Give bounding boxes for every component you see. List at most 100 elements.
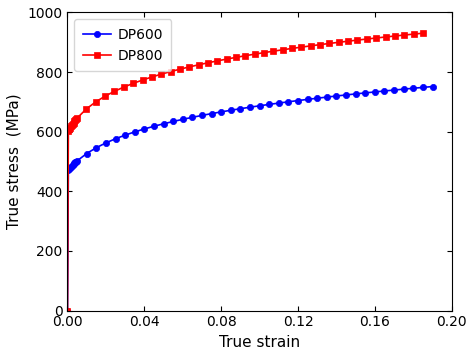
DP800 — [65, 129, 71, 133]
Line: DP600: DP600 — [64, 84, 436, 314]
DP800 — [308, 44, 314, 48]
DP600 — [334, 94, 339, 98]
DP800 — [243, 54, 248, 58]
DP600 — [151, 124, 157, 129]
DP600 — [64, 308, 70, 313]
DP800 — [205, 61, 211, 65]
X-axis label: True strain: True strain — [219, 335, 300, 350]
DP800 — [280, 47, 285, 52]
DP600 — [420, 85, 426, 90]
DP800 — [168, 70, 173, 74]
DP800 — [69, 123, 75, 127]
DP800 — [327, 41, 332, 46]
DP800 — [345, 39, 351, 43]
DP800 — [70, 122, 75, 126]
DP800 — [420, 31, 426, 35]
DP600 — [72, 161, 77, 165]
DP600 — [391, 88, 397, 92]
DP800 — [261, 50, 267, 55]
Line: DP800: DP800 — [64, 30, 426, 314]
DP600 — [65, 168, 71, 172]
DP600 — [190, 115, 195, 120]
DP600 — [237, 107, 243, 111]
DP800 — [214, 59, 220, 63]
DP600 — [67, 166, 73, 170]
DP600 — [228, 108, 234, 112]
DP600 — [430, 84, 436, 89]
DP800 — [112, 89, 118, 94]
DP600 — [209, 111, 214, 116]
DP600 — [68, 165, 74, 169]
DP800 — [73, 117, 79, 121]
DP600 — [401, 87, 407, 91]
DP800 — [177, 67, 183, 71]
DP600 — [266, 102, 272, 106]
DP800 — [196, 63, 201, 67]
DP800 — [158, 72, 164, 76]
DP800 — [186, 65, 192, 69]
DP800 — [289, 46, 295, 51]
DP600 — [247, 105, 253, 109]
DP800 — [149, 75, 155, 79]
DP800 — [102, 94, 108, 98]
DP600 — [73, 160, 78, 165]
DP800 — [411, 32, 417, 36]
DP800 — [401, 33, 407, 37]
DP600 — [66, 167, 72, 171]
DP600 — [353, 92, 358, 96]
DP600 — [324, 95, 330, 99]
DP800 — [224, 57, 229, 61]
DP600 — [305, 97, 310, 101]
DP600 — [180, 117, 186, 121]
DP800 — [71, 120, 76, 125]
DP800 — [374, 36, 379, 40]
DP800 — [74, 116, 80, 120]
DP600 — [93, 146, 99, 150]
DP600 — [295, 99, 301, 103]
DP800 — [140, 78, 146, 82]
DP600 — [84, 151, 90, 156]
DP600 — [113, 137, 118, 141]
DP600 — [71, 162, 76, 166]
DP800 — [392, 34, 398, 38]
DP600 — [372, 90, 378, 94]
DP800 — [67, 126, 73, 130]
DP600 — [382, 89, 387, 93]
DP600 — [73, 160, 79, 164]
DP800 — [317, 42, 323, 47]
DP800 — [93, 100, 99, 104]
DP800 — [252, 52, 257, 56]
DP600 — [161, 122, 166, 126]
DP800 — [233, 55, 239, 60]
DP600 — [69, 164, 75, 168]
DP800 — [336, 40, 342, 44]
DP600 — [199, 113, 205, 117]
DP800 — [383, 35, 388, 39]
Y-axis label: True stress  (MPa): True stress (MPa) — [7, 94, 22, 229]
DP800 — [83, 107, 89, 111]
DP600 — [257, 104, 263, 108]
DP600 — [314, 96, 320, 100]
DP600 — [276, 101, 282, 105]
DP600 — [74, 159, 80, 163]
DP600 — [142, 127, 147, 131]
DP600 — [410, 86, 416, 90]
DP800 — [355, 38, 360, 42]
DP800 — [68, 124, 74, 129]
Legend: DP600, DP800: DP600, DP800 — [74, 19, 171, 71]
DP800 — [299, 45, 304, 49]
DP600 — [70, 163, 75, 167]
DP800 — [121, 85, 127, 89]
DP600 — [122, 133, 128, 137]
DP800 — [73, 118, 78, 122]
DP800 — [364, 37, 370, 41]
DP800 — [271, 49, 276, 53]
DP600 — [286, 100, 292, 104]
DP800 — [64, 308, 70, 313]
DP600 — [219, 110, 224, 114]
DP600 — [132, 130, 137, 134]
DP600 — [343, 93, 349, 97]
DP800 — [72, 119, 77, 124]
DP800 — [66, 127, 72, 131]
DP600 — [363, 91, 368, 95]
